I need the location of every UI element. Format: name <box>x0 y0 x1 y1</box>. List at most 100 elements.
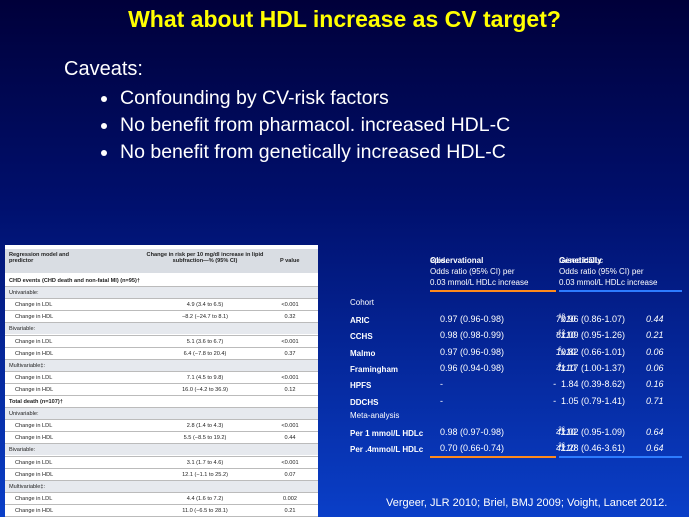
p-base: 4x10 <box>556 443 576 454</box>
row-rule <box>5 516 318 517</box>
group-title: Univariable: <box>9 290 39 297</box>
group-bg <box>5 480 318 492</box>
group-bg <box>5 323 318 335</box>
gen-p: 0.44 <box>646 314 664 324</box>
row-p: 0.32 <box>284 314 296 321</box>
row-label: Change in HDL <box>15 314 54 321</box>
obs-ci: 0.98 (0.97-0.98) <box>440 426 505 437</box>
row-ci: 11.0 (−6.5 to 28.1) <box>182 507 228 514</box>
p-base: 1x10 <box>556 346 576 357</box>
p-value: - <box>553 395 556 406</box>
row-label: Change in HDL <box>15 386 54 393</box>
row-label: HPFS <box>350 381 372 391</box>
row-label: Change in LDL <box>15 495 53 502</box>
col-header: Change in risk per 10 mg/dl increase in … <box>146 252 264 264</box>
rule <box>430 456 556 458</box>
header-lead: Observational <box>430 256 484 265</box>
bullet <box>101 150 107 156</box>
row-label: Change in HDL <box>15 435 54 442</box>
gen-p: 0.64 <box>646 426 664 437</box>
row-rule <box>5 334 318 336</box>
group-title: Univariable: <box>9 411 39 418</box>
row-ci: −8.2 (−24.7 to 8.1) <box>181 314 229 321</box>
bullet <box>101 123 107 129</box>
header-rest: raised HDLc <box>559 256 604 265</box>
row-rule <box>5 370 318 372</box>
p-base: 6x10 <box>556 330 576 341</box>
meta-label: Meta-analysis <box>350 410 400 420</box>
row-ci: 3.1 (1.7 to 4.6) <box>186 459 224 466</box>
row-rule <box>5 395 318 396</box>
group-title: Multivariable‡: <box>9 362 46 369</box>
bullet-text: Confounding by CV-risk factors <box>120 87 389 109</box>
p-base: 7x10 <box>556 314 576 324</box>
row-label: Change in LDL <box>15 374 53 381</box>
row-label: DDCHS <box>350 397 379 407</box>
row-label: CCHS <box>350 332 373 342</box>
p-exp: -13 <box>556 330 565 337</box>
header-line: Odds ratio (95% CI) per <box>559 267 644 276</box>
bullet <box>101 96 107 102</box>
p-exp: -6 <box>556 362 562 369</box>
rule <box>559 456 682 458</box>
row-p: <0.001 <box>281 459 299 466</box>
row-ci: 6.4 (−7.8 to 20.4) <box>183 350 227 357</box>
row-p: 0.21 <box>284 507 296 514</box>
row-p: <0.001 <box>281 423 299 430</box>
row-ci: 12.1 (−1.1 to 25.2) <box>182 471 228 478</box>
row-rule <box>5 431 318 432</box>
row-p: <0.001 <box>281 338 299 345</box>
gen-ci: 1.05 (0.79-1.41) <box>561 395 626 406</box>
gen-ci: 1.17 (1.00-1.37) <box>561 362 626 373</box>
row-label: Change in LDL <box>15 302 53 309</box>
bullet-text: No benefit from genetically increased HD… <box>120 141 506 163</box>
row-ci: 2.8 (1.4 to 4.3) <box>186 423 224 430</box>
gen-ci: 1.28 (0.46-3.61) <box>561 443 626 454</box>
row-label: Malmo <box>350 348 376 358</box>
caveats-heading: Caveats: <box>64 58 143 80</box>
p-value: - <box>553 379 556 390</box>
gen-ci: 1.02 (0.95-1.09) <box>561 426 626 437</box>
row-p: 0.44 <box>284 435 296 442</box>
group-title: Bivariable: <box>9 447 36 454</box>
col-header: Regression model and predictor <box>9 252 69 264</box>
row-ci: 16.0 (−4.2 to 36.9) <box>182 386 228 393</box>
p-exp: -36 <box>556 443 565 450</box>
row-rule <box>5 298 318 299</box>
row-rule <box>5 286 318 287</box>
gen-p: 0.64 <box>646 443 664 454</box>
row-ci: 5.1 (3.6 to 6.7) <box>186 338 224 345</box>
obs-ci: - <box>440 379 443 390</box>
row-label: Framingham <box>350 364 399 374</box>
group-bg <box>5 444 318 456</box>
row-rule <box>5 310 318 311</box>
rule <box>559 290 682 292</box>
group-bg <box>5 408 318 420</box>
row-label: Change in LDL <box>15 338 53 345</box>
obs-ci: 0.97 (0.96-0.98) <box>440 314 505 324</box>
row-rule <box>5 503 318 505</box>
gen-p: 0.06 <box>646 362 664 373</box>
left-table: Regression model and predictor Change in … <box>5 245 318 517</box>
row-rule <box>5 346 318 348</box>
group-bg <box>5 359 318 371</box>
header-bg <box>5 249 318 273</box>
row-p: 0.37 <box>284 350 296 357</box>
row-rule <box>5 467 318 469</box>
gen-p: 0.16 <box>646 379 664 390</box>
row-p: <0.001 <box>281 302 299 309</box>
slide-title: What about HDL increase as CV target? <box>128 6 561 32</box>
row-label: Per .4mmol/L HDLc <box>350 445 424 455</box>
row-rule <box>5 443 318 444</box>
row-label: Change in LDL <box>15 423 53 430</box>
row-p: 0.07 <box>284 471 296 478</box>
row-label: Change in HDL <box>15 507 54 514</box>
gen-ci: 1.84 (0.39-8.62) <box>561 379 626 390</box>
gen-ci: 0.82 (0.66-1.01) <box>561 346 626 357</box>
row-label: Change in HDL <box>15 350 54 357</box>
row-label: Change in HDL <box>15 471 54 478</box>
row-label: ARIC <box>350 316 370 325</box>
group-bg <box>5 287 318 299</box>
p-base: 4x10 <box>556 426 576 437</box>
